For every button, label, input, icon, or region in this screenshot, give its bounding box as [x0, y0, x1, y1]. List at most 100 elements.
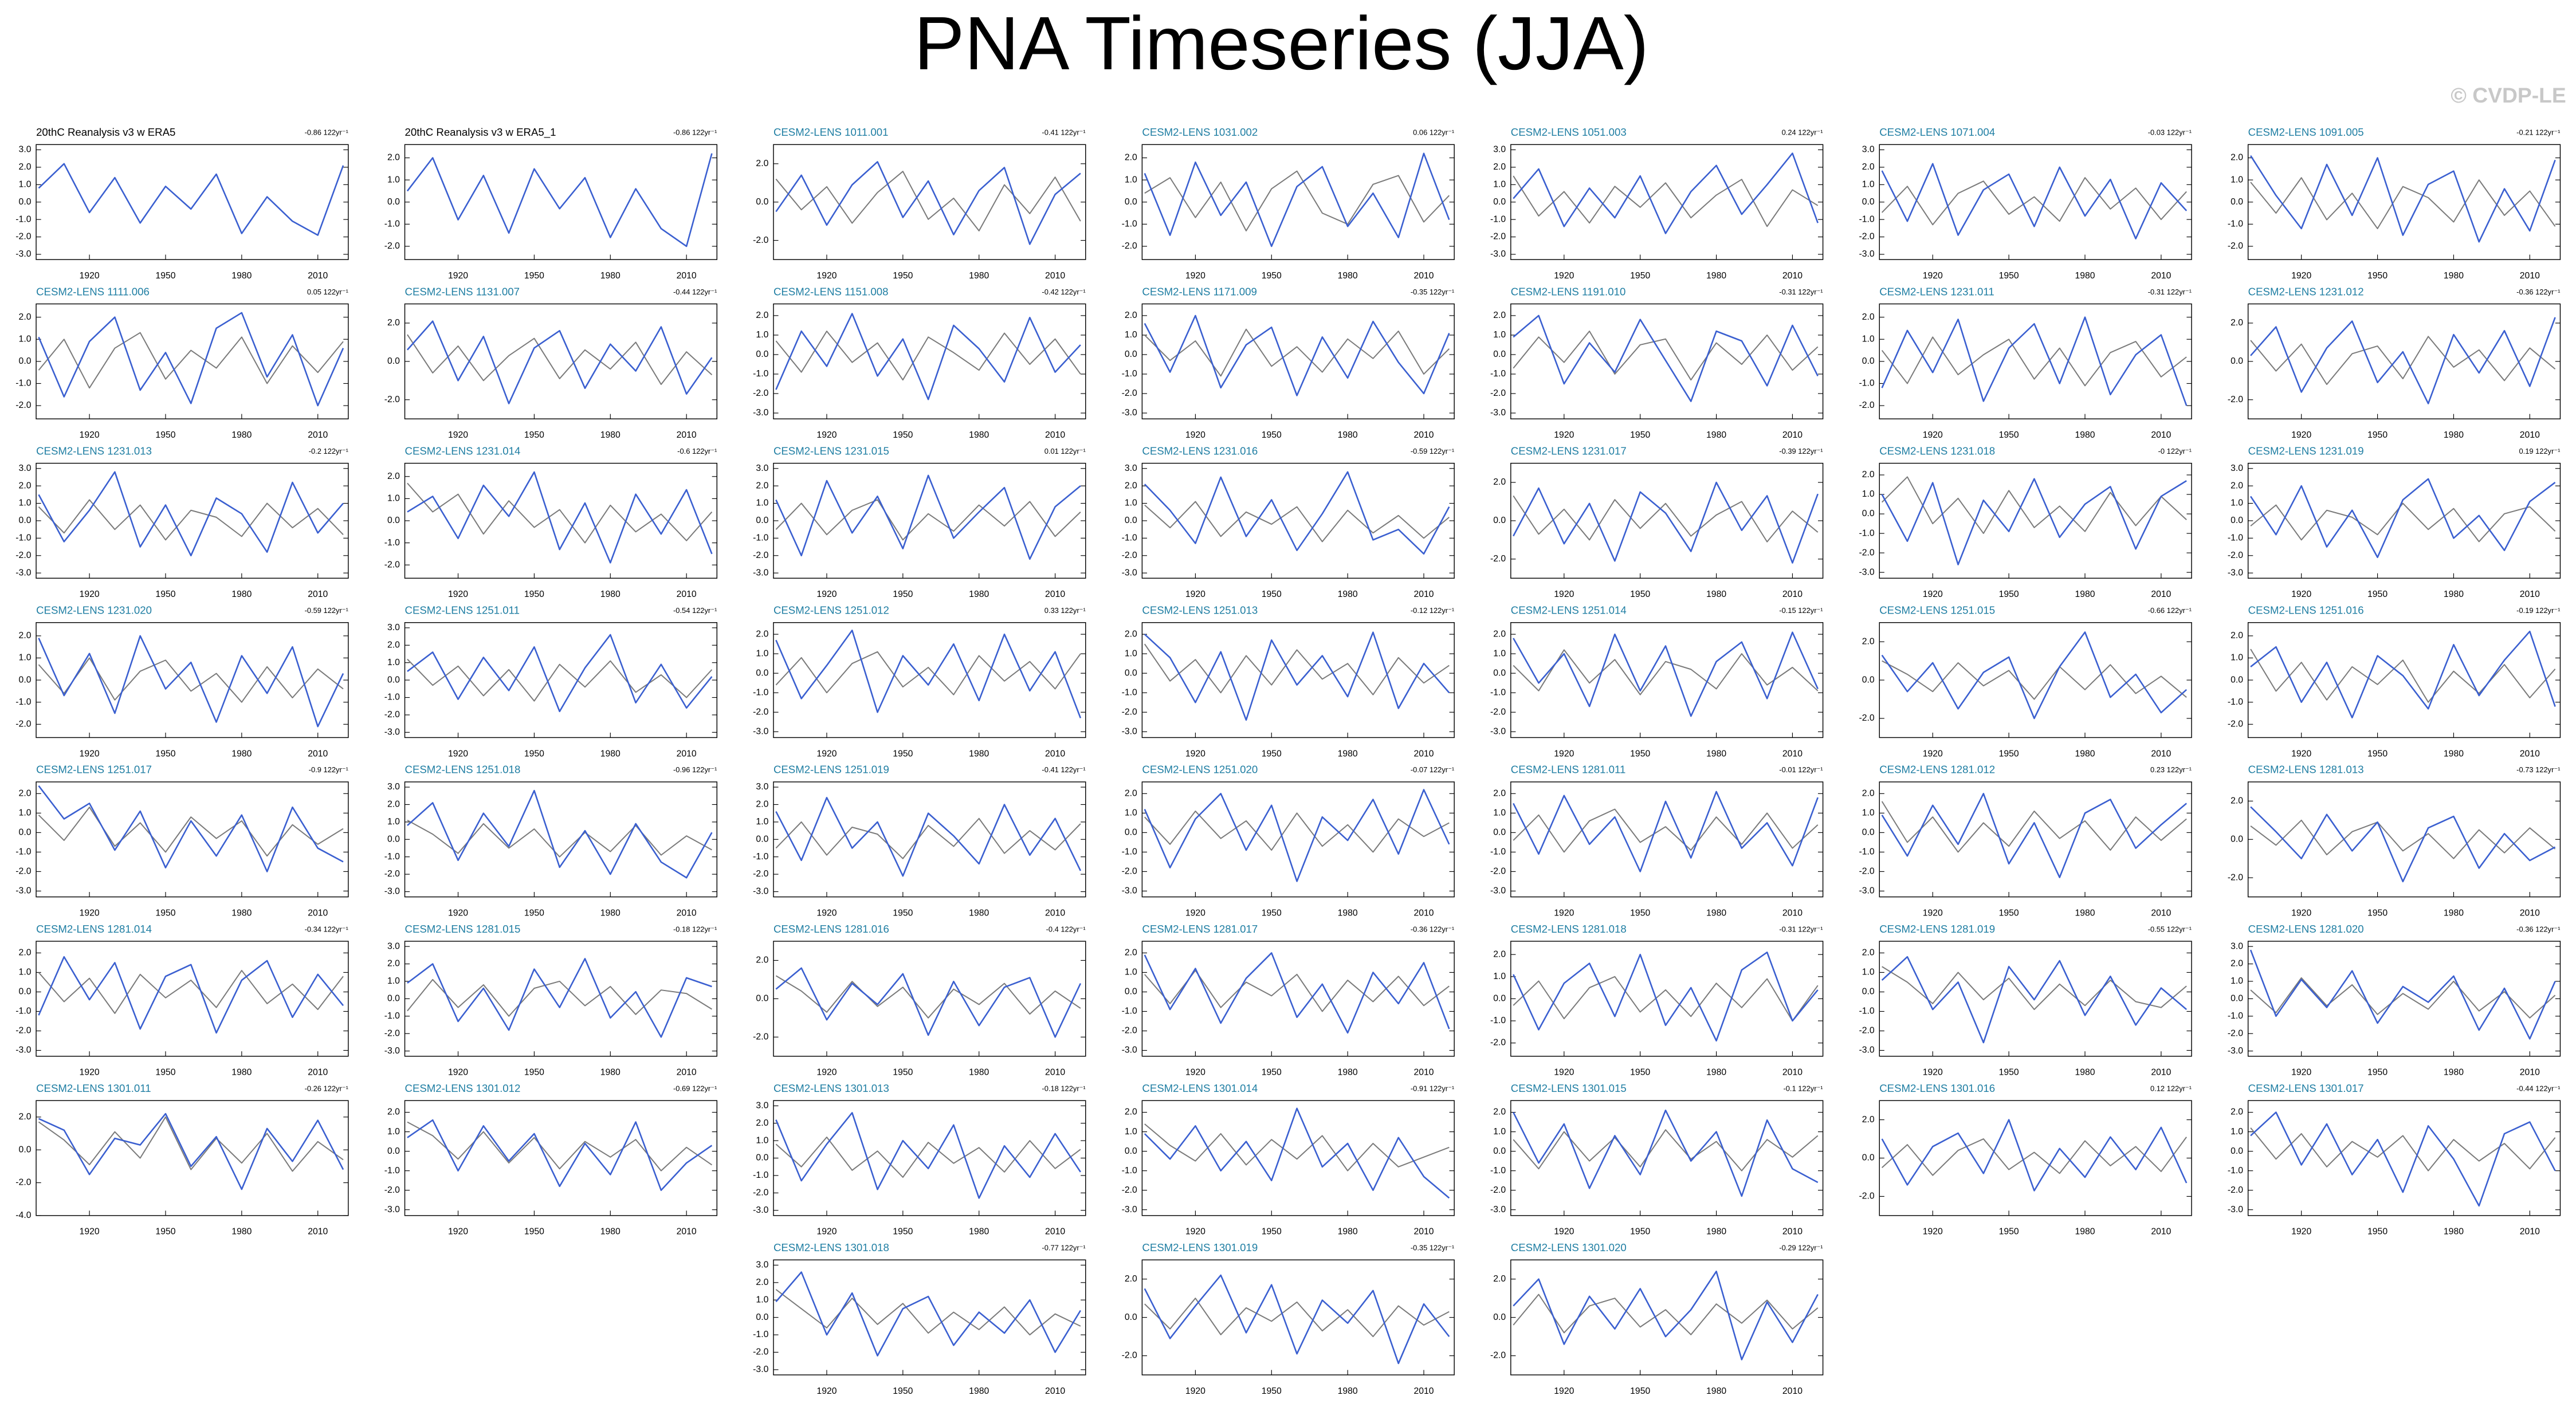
series-line [407, 1119, 713, 1191]
panel-title: CESM2-LENS 1251.018 [405, 764, 521, 776]
x-tick-label: 1980 [231, 589, 252, 599]
series-line [775, 161, 1081, 245]
panel-title: CESM2-LENS 1301.016 [1879, 1082, 1995, 1094]
trend-label: -0.41 122yr⁻¹ [1042, 765, 1086, 774]
x-tick-label: 1920 [1923, 908, 1943, 918]
trend-label: -0.36 122yr⁻¹ [2516, 925, 2561, 933]
x-tick-label: 2010 [1045, 1227, 1065, 1237]
series-line [38, 499, 344, 541]
trend-label: -0.36 122yr⁻¹ [1411, 925, 1455, 933]
x-tick-label: 2010 [1045, 1386, 1065, 1396]
y-tick-label: -2.0 [384, 869, 400, 879]
x-tick-label: 1980 [2444, 749, 2464, 758]
x-tick-label: 1950 [524, 1068, 544, 1078]
panel-title: CESM2-LENS 1251.019 [773, 764, 889, 776]
x-tick-label: 2010 [308, 430, 328, 440]
trend-label: -0.96 122yr⁻¹ [673, 765, 717, 774]
y-tick-label: -2.0 [1490, 388, 1506, 398]
x-tick-label: 1980 [1338, 1068, 1358, 1078]
panel-title: CESM2-LENS 1281.018 [1511, 923, 1627, 935]
series-line [38, 471, 344, 557]
trend-label: -0.55 122yr⁻¹ [2148, 925, 2192, 933]
x-tick-label: 1920 [816, 1227, 837, 1237]
y-tick-label: 2.0 [2231, 318, 2243, 328]
series-line [1513, 1294, 1819, 1335]
y-tick-label: 1.0 [756, 648, 768, 658]
y-tick-label: 2.0 [1493, 310, 1506, 320]
y-tick-label: 2.0 [756, 1118, 768, 1128]
series-line [1513, 152, 1819, 234]
trend-label: -0.19 122yr⁻¹ [2516, 606, 2561, 615]
panel-title: CESM2-LENS 1231.020 [36, 604, 152, 616]
y-tick-label: -1.0 [384, 1011, 400, 1021]
x-tick-label: 1920 [1554, 908, 1574, 918]
y-tick-label: -1.0 [1490, 1016, 1506, 1025]
y-tick-label: 1.0 [2231, 1127, 2243, 1137]
x-tick-label: 1950 [1630, 1227, 1650, 1237]
y-tick-label: 1.0 [387, 976, 400, 986]
y-tick-label: -3.0 [753, 1365, 768, 1374]
y-tick-label: -2.0 [1490, 554, 1506, 564]
x-tick-label: 2010 [308, 1227, 328, 1237]
y-tick-label: -1.0 [753, 1330, 768, 1339]
x-tick-label: 1920 [1554, 1386, 1574, 1396]
y-tick-label: 2.0 [387, 1107, 400, 1117]
y-tick-label: 0.0 [756, 994, 768, 1004]
x-tick-label: 2010 [1413, 1227, 1434, 1237]
y-tick-label: -1.0 [1859, 528, 1874, 538]
x-tick-label: 2010 [1413, 589, 1434, 599]
series-line [1144, 471, 1450, 555]
y-tick-label: -3.0 [1122, 568, 1137, 577]
trend-label: -0.26 122yr⁻¹ [305, 1084, 349, 1092]
x-tick-label: 1980 [1706, 589, 1726, 599]
panel-title: CESM2-LENS 1231.014 [405, 445, 521, 457]
series-line [775, 171, 1081, 231]
y-tick-label: 2.0 [756, 1278, 768, 1287]
x-tick-label: 1920 [1185, 430, 1205, 440]
y-tick-label: -1.0 [1859, 379, 1874, 388]
plot-frame [1879, 781, 2192, 898]
series-line [407, 658, 713, 702]
y-tick-label: 1.0 [1862, 334, 1875, 344]
y-tick-label: 0.0 [387, 356, 400, 366]
x-tick-label: 2010 [1782, 908, 1803, 918]
y-tick-label: -3.0 [1859, 1045, 1874, 1055]
y-tick-label: 0.0 [756, 1312, 768, 1322]
x-tick-label: 2010 [2151, 908, 2171, 918]
x-tick-label: 2010 [1782, 749, 1803, 758]
series-line [1144, 952, 1450, 1034]
x-tick-label: 1920 [1923, 589, 1943, 599]
series-line [1881, 478, 2187, 565]
y-tick-label: 0.0 [1493, 349, 1506, 359]
y-tick-label: -2.0 [753, 869, 768, 879]
x-tick-label: 1920 [2291, 908, 2311, 918]
x-tick-label: 2010 [1045, 589, 1065, 599]
panel-title: CESM2-LENS 1281.017 [1142, 923, 1258, 935]
series-line [775, 967, 1082, 1038]
x-tick-label: 1950 [524, 589, 544, 599]
x-tick-label: 1980 [2075, 1227, 2095, 1237]
trend-label: -0.77 122yr⁻¹ [1042, 1244, 1086, 1252]
trend-label: -0.41 122yr⁻¹ [1042, 128, 1086, 137]
series-line [775, 651, 1081, 695]
x-tick-label: 1920 [80, 589, 100, 599]
series-line [1881, 1137, 2187, 1176]
y-tick-label: 2.0 [1125, 1107, 1137, 1117]
x-tick-label: 1950 [1262, 908, 1282, 918]
trend-label: -0.6 122yr⁻¹ [677, 447, 717, 455]
y-tick-label: -2.0 [753, 1188, 768, 1198]
series-line [38, 332, 344, 389]
x-tick-label: 1950 [1630, 271, 1650, 281]
y-tick-label: 1.0 [756, 1135, 768, 1145]
y-tick-label: -3.0 [753, 726, 768, 736]
plot-frame [404, 941, 718, 1057]
y-tick-label: -1.0 [2228, 697, 2243, 707]
series-line [1144, 1107, 1450, 1199]
y-tick-label: -3.0 [384, 728, 400, 737]
x-tick-label: 1920 [2291, 271, 2311, 281]
x-tick-label: 1950 [155, 908, 175, 918]
y-tick-label: -2.0 [753, 551, 768, 560]
y-tick-label: 2.0 [1125, 629, 1137, 639]
y-tick-label: 2.0 [1493, 788, 1506, 798]
x-tick-label: 1980 [231, 908, 252, 918]
